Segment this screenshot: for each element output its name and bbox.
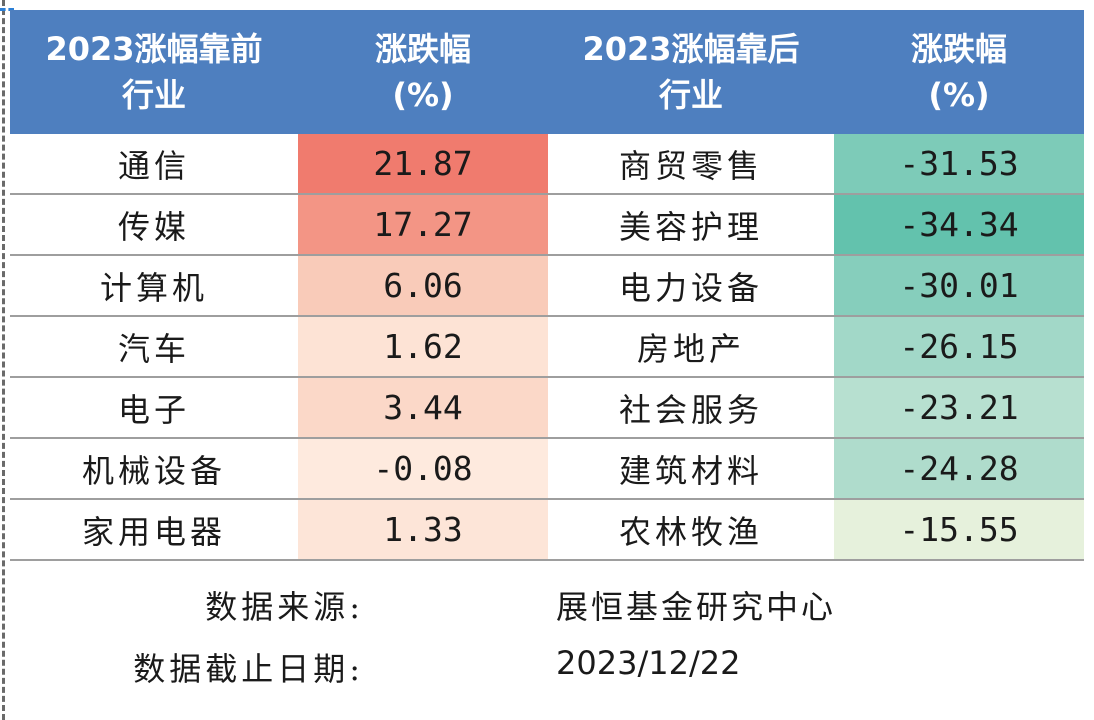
header-top-industry: 2023涨幅靠前 行业 — [10, 10, 298, 134]
bottom-change-cell: -26.15 — [834, 316, 1084, 378]
table-row: 机械设备 -0.08 建筑材料 -24.28 — [10, 438, 1084, 500]
header-bottom-industry: 2023涨幅靠后 行业 — [548, 10, 834, 134]
bottom-industry-cell: 电力设备 — [548, 255, 834, 317]
header-top-change-line1: 涨跌幅 — [374, 30, 471, 68]
industry-performance-table: 2023涨幅靠前 行业 涨跌幅 (%) 2023涨幅靠后 行业 涨跌幅 (%) — [10, 10, 1084, 561]
bottom-change-cell: -23.21 — [834, 377, 1084, 439]
table-row: 传媒 17.27 美容护理 -34.34 — [10, 194, 1084, 256]
top-change-cell: 1.62 — [298, 316, 548, 378]
top-industry-cell: 计算机 — [10, 255, 298, 317]
table-body: 通信 21.87 商贸零售 -31.53 传媒 17.27 美容护理 -34.3… — [10, 134, 1084, 561]
bottom-industry-cell: 商贸零售 — [548, 134, 834, 195]
table-row: 汽车 1.62 房地产 -26.15 — [10, 316, 1084, 378]
table-row: 计算机 6.06 电力设备 -30.01 — [10, 255, 1084, 317]
left-dashed-border — [2, 0, 5, 720]
source-label: 数据来源: — [205, 588, 364, 626]
top-change-cell: 3.44 — [298, 377, 548, 439]
bottom-change-cell: -30.01 — [834, 255, 1084, 317]
header-bottom-change-line1: 涨跌幅 — [910, 30, 1007, 68]
header-bottom-industry-line1: 2023涨幅靠后 — [582, 30, 800, 68]
top-industry-cell: 家用电器 — [10, 499, 298, 561]
header-bottom-industry-line2: 行业 — [658, 76, 723, 114]
source-row: 数据来源: 展恒基金研究中心 — [10, 570, 1084, 632]
bottom-change-cell: -24.28 — [834, 438, 1084, 500]
table-row: 通信 21.87 商贸零售 -31.53 — [10, 134, 1084, 195]
top-dashed-marker — [0, 8, 14, 11]
table-row: 家用电器 1.33 农林牧渔 -15.55 — [10, 499, 1084, 561]
header-top-industry-line2: 行业 — [121, 76, 186, 114]
top-industry-cell: 传媒 — [10, 194, 298, 256]
top-change-cell: 17.27 — [298, 194, 548, 256]
top-change-cell: 6.06 — [298, 255, 548, 317]
top-change-cell: 21.87 — [298, 134, 548, 195]
bottom-industry-cell: 房地产 — [548, 316, 834, 378]
industry-performance-table-wrap: 2023涨幅靠前 行业 涨跌幅 (%) 2023涨幅靠后 行业 涨跌幅 (%) — [10, 10, 1084, 561]
header-top-industry-line1: 2023涨幅靠前 — [45, 30, 263, 68]
bottom-change-cell: -31.53 — [834, 134, 1084, 195]
top-change-cell: -0.08 — [298, 438, 548, 500]
table-footer: 数据来源: 展恒基金研究中心 数据截止日期: 2023/12/22 — [10, 570, 1084, 694]
date-row: 数据截止日期: 2023/12/22 — [10, 632, 1084, 694]
bottom-industry-cell: 农林牧渔 — [548, 499, 834, 561]
top-industry-cell: 电子 — [10, 377, 298, 439]
date-label: 数据截止日期: — [133, 650, 364, 688]
top-industry-cell: 通信 — [10, 134, 298, 195]
top-change-cell: 1.33 — [298, 499, 548, 561]
bottom-industry-cell: 社会服务 — [548, 377, 834, 439]
bottom-change-cell: -15.55 — [834, 499, 1084, 561]
date-value: 2023/12/22 — [556, 644, 741, 682]
table-row: 电子 3.44 社会服务 -23.21 — [10, 377, 1084, 439]
header-bottom-change: 涨跌幅 (%) — [834, 10, 1084, 134]
header-top-change-line2: (%) — [392, 76, 454, 114]
header-row: 2023涨幅靠前 行业 涨跌幅 (%) 2023涨幅靠后 行业 涨跌幅 (%) — [10, 10, 1084, 134]
source-value: 展恒基金研究中心 — [556, 588, 837, 626]
table-header: 2023涨幅靠前 行业 涨跌幅 (%) 2023涨幅靠后 行业 涨跌幅 (%) — [10, 10, 1084, 134]
bottom-industry-cell: 美容护理 — [548, 194, 834, 256]
header-top-change: 涨跌幅 (%) — [298, 10, 548, 134]
bottom-change-cell: -34.34 — [834, 194, 1084, 256]
top-industry-cell: 汽车 — [10, 316, 298, 378]
bottom-industry-cell: 建筑材料 — [548, 438, 834, 500]
top-industry-cell: 机械设备 — [10, 438, 298, 500]
header-bottom-change-line2: (%) — [928, 76, 990, 114]
